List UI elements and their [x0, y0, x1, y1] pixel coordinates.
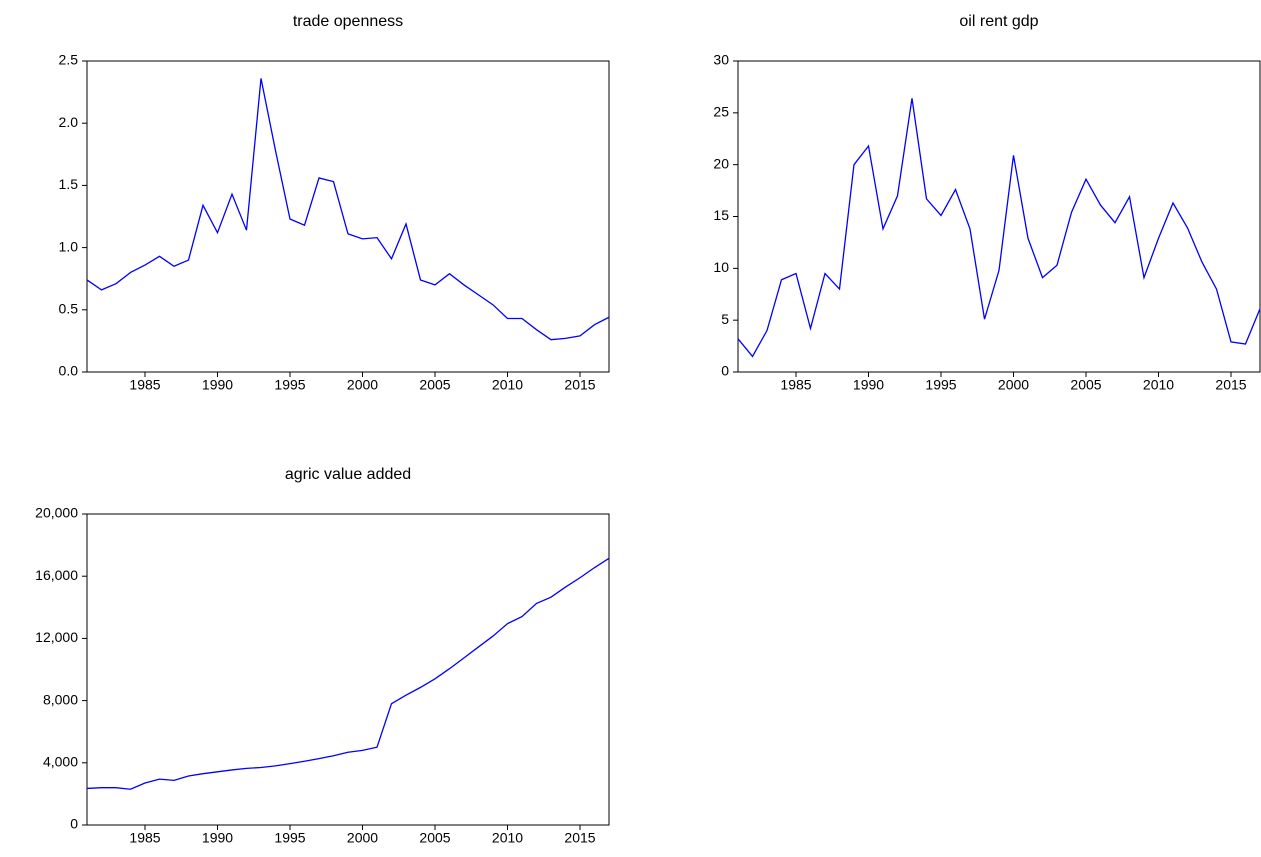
x-tick-label: 1990	[202, 830, 233, 846]
y-tick-label: 20	[713, 155, 729, 171]
y-tick-label: 25	[713, 104, 729, 120]
x-tick-label: 1985	[129, 377, 160, 393]
x-tick-label: 1985	[780, 377, 811, 393]
y-tick-label: 0	[70, 816, 78, 832]
y-tick-label: 1.5	[59, 176, 79, 192]
y-tick-label: 2.0	[59, 114, 79, 130]
y-tick-label: 2.5	[59, 52, 79, 68]
x-tick-label: 2005	[419, 830, 450, 846]
x-tick-label: 2000	[347, 830, 378, 846]
x-tick-label: 2010	[492, 830, 523, 846]
chart-title: oil rent gdp	[959, 13, 1038, 30]
plot-frame	[86, 60, 610, 373]
x-tick-label: 2000	[347, 377, 378, 393]
x-tick-label: 1990	[853, 377, 884, 393]
chart-title: trade openness	[293, 13, 403, 30]
x-tick-label: 2000	[998, 377, 1029, 393]
x-tick-label: 2005	[419, 377, 450, 393]
x-tick-label: 1995	[274, 377, 305, 393]
x-tick-label: 1985	[129, 830, 160, 846]
data-line	[86, 78, 610, 341]
x-tick-label: 2015	[564, 377, 595, 393]
y-tick-label: 8,000	[43, 691, 78, 707]
chart-title: agric value added	[285, 466, 411, 483]
y-tick-label: 20,000	[35, 505, 78, 521]
x-tick-label: 1990	[202, 377, 233, 393]
data-line	[86, 557, 610, 790]
y-tick-label: 16,000	[35, 567, 78, 583]
y-tick-label: 0.0	[59, 363, 79, 379]
x-tick-label: 1995	[274, 830, 305, 846]
data-line	[737, 98, 1261, 358]
y-tick-label: 12,000	[35, 629, 78, 645]
x-tick-label: 2015	[564, 830, 595, 846]
plot-frame	[86, 513, 610, 826]
y-tick-label: 5	[721, 311, 729, 327]
x-tick-label: 1995	[925, 377, 956, 393]
y-tick-label: 4,000	[43, 754, 78, 770]
x-tick-label: 2005	[1070, 377, 1101, 393]
x-tick-label: 2010	[1143, 377, 1174, 393]
y-tick-label: 30	[713, 52, 729, 68]
y-tick-label: 0	[721, 363, 729, 379]
y-tick-label: 15	[713, 207, 729, 223]
x-tick-label: 2015	[1215, 377, 1246, 393]
y-tick-label: 1.0	[59, 238, 79, 254]
y-tick-label: 0.5	[59, 301, 79, 317]
y-tick-label: 10	[713, 259, 729, 275]
plot-frame	[737, 60, 1261, 373]
x-tick-label: 2010	[492, 377, 523, 393]
